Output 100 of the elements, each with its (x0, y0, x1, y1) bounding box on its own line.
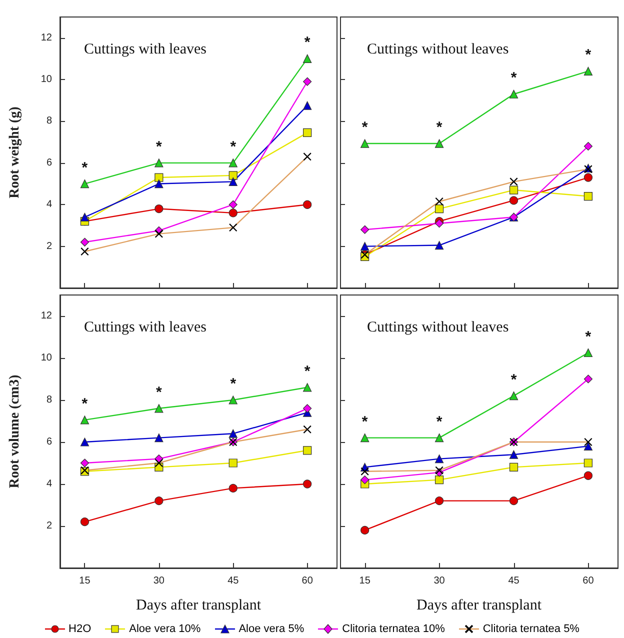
legend-label: Clitoria ternatea 5% (482, 623, 580, 635)
point (360, 225, 370, 234)
annotation: * (436, 413, 442, 430)
y-tick-label: 2 (46, 240, 52, 252)
point (509, 496, 518, 506)
point (154, 158, 164, 168)
text: Cuttings without leaves (367, 42, 509, 58)
x-axis-title: Days after transplant (416, 598, 542, 614)
point (360, 139, 370, 148)
annotation: * (304, 34, 310, 52)
y-tick-label: 10 (40, 74, 52, 86)
x-tick-label: 30 (153, 576, 165, 586)
point (584, 348, 593, 358)
y-tick-label: 2 (46, 520, 52, 532)
point (228, 158, 238, 168)
point (509, 90, 518, 98)
point (228, 458, 238, 468)
point (303, 128, 312, 137)
annotation: * (156, 138, 162, 156)
x-tick-label: 45 (508, 576, 520, 586)
point (509, 462, 518, 472)
point (584, 471, 593, 480)
y-tick-label: 8 (46, 116, 52, 127)
point (434, 139, 444, 148)
legend-label: Clitoria ternatea 10% (342, 623, 445, 635)
point (228, 484, 238, 492)
annotation: * (510, 371, 517, 388)
y-tick-label: 6 (46, 157, 52, 168)
point (303, 404, 312, 413)
annotation: * (362, 413, 368, 430)
annotation: * (230, 138, 236, 156)
point (434, 434, 444, 442)
y-tick-label: 6 (46, 436, 52, 448)
text: Cuttings with leaves (84, 42, 207, 58)
annotation: * (304, 362, 310, 380)
point (80, 416, 90, 424)
point (228, 200, 238, 209)
annotation: * (510, 70, 517, 87)
point (434, 454, 444, 464)
point (434, 204, 444, 214)
point (584, 374, 593, 384)
annotation: * (362, 119, 368, 136)
point (228, 177, 238, 186)
x-tick-label: 60 (582, 576, 594, 586)
x-tick-label: 30 (434, 576, 446, 586)
point (584, 173, 593, 182)
point (509, 392, 518, 400)
point (584, 192, 593, 201)
point (360, 526, 370, 534)
x-tick-label: 15 (359, 576, 371, 586)
point (228, 171, 238, 180)
point (584, 142, 593, 151)
point (434, 496, 444, 506)
x-tick-label: 60 (302, 576, 314, 586)
legend-label: H2O (68, 623, 92, 635)
y-tick-label: 12 (40, 32, 52, 44)
point (80, 179, 90, 188)
point (509, 196, 518, 205)
point (154, 173, 164, 182)
point (360, 242, 370, 251)
annotation: * (82, 395, 88, 412)
point (80, 458, 90, 468)
y-axis-title: Root weight (g) (8, 106, 22, 198)
point (303, 200, 312, 209)
annotation: * (585, 46, 592, 64)
x-tick-label: 15 (79, 576, 91, 586)
point (303, 480, 312, 488)
point (303, 383, 312, 392)
annotation: * (82, 159, 88, 176)
x-tick-label: 45 (228, 576, 240, 586)
annotation: * (156, 384, 162, 401)
point (509, 450, 518, 459)
annotation: * (230, 376, 236, 392)
point (154, 204, 164, 214)
point (228, 429, 238, 438)
point (80, 518, 90, 526)
y-axis-title: Root volume (cm3) (8, 374, 22, 488)
point (360, 476, 370, 484)
point (303, 446, 312, 455)
annotation: * (436, 119, 442, 136)
point (228, 208, 238, 218)
point (584, 458, 593, 468)
point (360, 434, 370, 442)
point (434, 240, 444, 250)
point (80, 238, 90, 246)
point (154, 404, 164, 413)
legend-label: Aloe vera 5% (238, 623, 304, 635)
point (154, 496, 164, 506)
point (228, 396, 238, 404)
y-tick-label: 12 (40, 310, 52, 322)
y-tick-label: 4 (46, 199, 52, 210)
point (154, 434, 164, 442)
point (303, 101, 312, 110)
point (80, 212, 90, 222)
point (303, 77, 312, 86)
point (303, 54, 312, 63)
y-tick-label: 10 (40, 352, 52, 364)
point (509, 186, 518, 194)
point (434, 476, 444, 484)
text: Cuttings with leaves (84, 320, 207, 336)
